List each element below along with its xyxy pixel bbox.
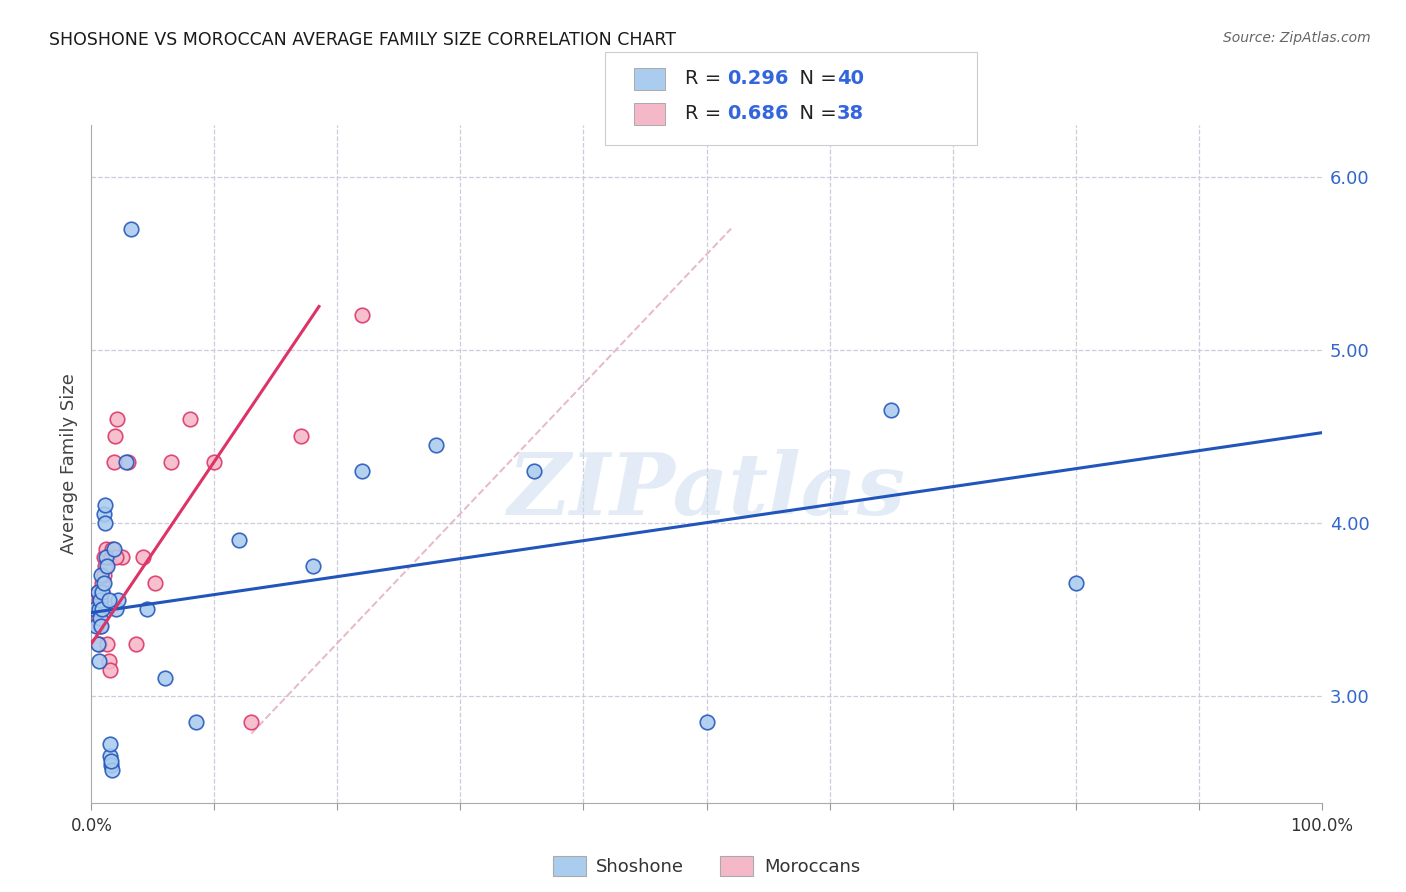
Point [91, 576, 114, 591]
Point [98, 749, 121, 764]
Point [105, 412, 128, 426]
Point [117, 455, 139, 469]
Point [184, 714, 207, 729]
Point [86, 619, 108, 633]
Point [120, 221, 142, 235]
Point [87, 637, 110, 651]
Point [103, 541, 125, 556]
Point [695, 714, 717, 729]
Point [97, 593, 120, 607]
Text: 38: 38 [837, 104, 863, 123]
Point [98, 737, 121, 751]
Point [96, 637, 118, 651]
Text: N =: N = [787, 104, 844, 123]
Point [104, 429, 127, 443]
Text: R =: R = [685, 104, 727, 123]
Point [84, 602, 107, 616]
Point [880, 403, 903, 417]
Point [425, 438, 447, 452]
Point [90, 584, 112, 599]
Text: ZIPatlas: ZIPatlas [508, 450, 905, 533]
Point [86, 584, 108, 599]
Y-axis label: Average Family Size: Average Family Size [59, 374, 77, 554]
Point [97, 654, 120, 668]
Point [132, 550, 155, 565]
Point [111, 550, 134, 565]
Point [114, 455, 138, 469]
Point [105, 550, 127, 565]
Point [93, 576, 115, 591]
Point [93, 567, 115, 582]
Text: 0.686: 0.686 [727, 104, 789, 123]
Point [124, 637, 146, 651]
Point [103, 455, 125, 469]
Point [87, 593, 110, 607]
Point [89, 619, 111, 633]
Point [94, 499, 117, 513]
Point [87, 602, 110, 616]
Point [89, 611, 111, 625]
Point [83, 602, 105, 616]
Point [90, 567, 112, 582]
Text: R =: R = [685, 70, 727, 88]
Point [91, 584, 114, 599]
Point [94, 516, 117, 530]
Point [240, 714, 263, 729]
Text: N =: N = [787, 70, 844, 88]
Point [100, 754, 122, 768]
Point [160, 455, 183, 469]
Legend: Shoshone, Moroccans: Shoshone, Moroccans [544, 847, 869, 885]
Point [101, 763, 124, 777]
Point [91, 584, 114, 599]
Point [202, 455, 225, 469]
Point [90, 619, 112, 633]
Point [86, 584, 108, 599]
Point [179, 412, 201, 426]
Text: SHOSHONE VS MOROCCAN AVERAGE FAMILY SIZE CORRELATION CHART: SHOSHONE VS MOROCCAN AVERAGE FAMILY SIZE… [49, 31, 676, 49]
Point [89, 593, 111, 607]
Point [352, 308, 374, 322]
Point [93, 507, 115, 521]
Point [105, 602, 127, 616]
Point [290, 429, 312, 443]
Point [100, 757, 122, 772]
Point [86, 611, 108, 625]
Point [84, 611, 107, 625]
Point [89, 602, 111, 616]
Point [107, 593, 129, 607]
Point [100, 550, 122, 565]
Point [1064, 576, 1087, 591]
Point [96, 558, 118, 573]
Point [523, 464, 546, 478]
Point [352, 464, 374, 478]
Point [101, 541, 124, 556]
Point [93, 550, 115, 565]
Point [145, 576, 166, 591]
Point [96, 541, 117, 556]
Point [98, 663, 121, 677]
Point [96, 550, 117, 565]
Point [86, 637, 108, 651]
Text: 0.296: 0.296 [727, 70, 789, 88]
Point [228, 533, 250, 547]
Point [86, 593, 108, 607]
Point [153, 671, 177, 685]
Point [86, 602, 108, 616]
Point [90, 593, 112, 607]
Point [135, 602, 157, 616]
Point [301, 558, 323, 573]
Point [91, 602, 114, 616]
Text: 40: 40 [837, 70, 863, 88]
Text: Source: ZipAtlas.com: Source: ZipAtlas.com [1223, 31, 1371, 45]
Point [94, 558, 117, 573]
Point [87, 654, 110, 668]
